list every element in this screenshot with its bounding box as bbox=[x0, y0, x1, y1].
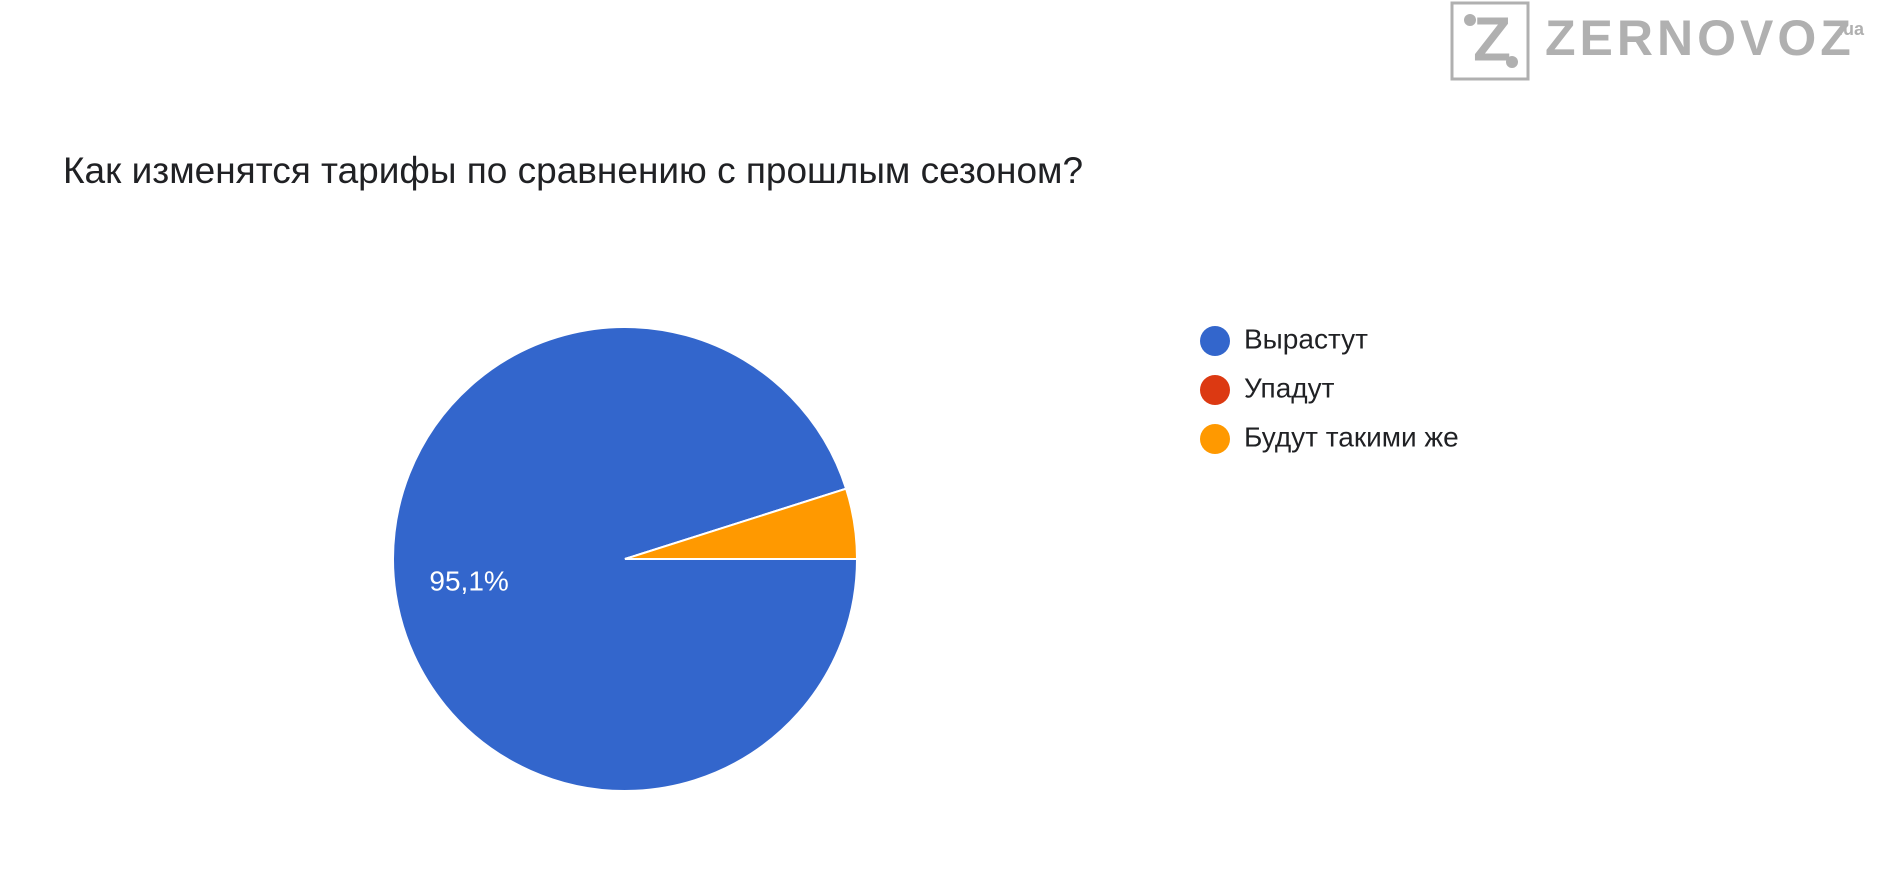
logo-suffix: .ua bbox=[1838, 19, 1865, 39]
logo-box bbox=[1450, 1, 1530, 81]
logo-icon: Z bbox=[1473, 5, 1511, 74]
logo-dot bbox=[1464, 14, 1476, 26]
data-label: 95,1% bbox=[429, 566, 508, 597]
legend-swatch bbox=[1200, 326, 1230, 356]
legend-swatch bbox=[1200, 375, 1230, 405]
legend-label: Будут такими же bbox=[1244, 421, 1459, 452]
legend-label: Вырастут bbox=[1244, 323, 1368, 354]
chart-title: Как изменятся тарифы по сравнению с прош… bbox=[63, 150, 1083, 191]
legend-label: Упадут bbox=[1244, 372, 1335, 403]
logo-text: ZERNOVOZ bbox=[1545, 10, 1855, 66]
pie-slice bbox=[624, 487, 859, 560]
legend-swatch bbox=[1200, 424, 1230, 454]
logo-dot bbox=[1506, 56, 1518, 68]
